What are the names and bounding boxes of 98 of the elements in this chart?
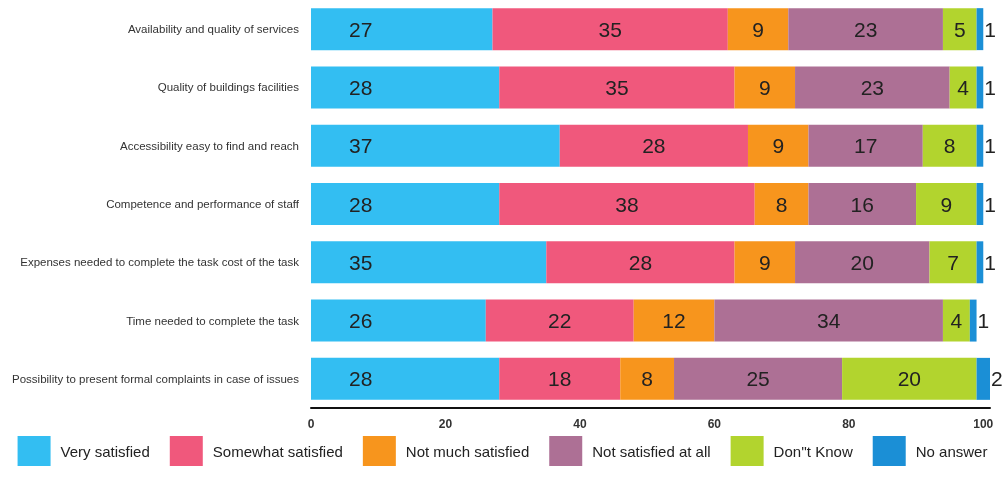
- data-label: 1: [984, 75, 996, 99]
- x-tick-label: 20: [438, 417, 453, 431]
- bar: [795, 241, 930, 284]
- data-label: 17: [853, 134, 878, 158]
- bar: [929, 241, 977, 284]
- y-tick-label: Time needed to complete the task: [126, 314, 300, 327]
- data-label: 9: [940, 192, 953, 216]
- data-label: 16: [850, 192, 874, 216]
- data-label: 9: [772, 134, 785, 158]
- bar: [499, 183, 755, 225]
- data-label: 7: [947, 250, 959, 274]
- data-label: 35: [349, 250, 373, 274]
- bar: [754, 183, 809, 225]
- data-label: 8: [641, 367, 653, 391]
- bar: [311, 357, 500, 400]
- x-tick-label: 100: [973, 417, 994, 431]
- bar: [714, 299, 943, 342]
- data-label: 1: [984, 134, 996, 158]
- data-label: 35: [598, 17, 622, 41]
- data-label: 27: [349, 17, 373, 41]
- x-tick-label: 60: [707, 417, 722, 431]
- data-label: 9: [758, 250, 771, 274]
- legend-label: Somewhat satisfied: [212, 442, 343, 460]
- data-label: 18: [548, 367, 572, 391]
- bar: [922, 124, 977, 167]
- data-label: 26: [349, 309, 373, 333]
- bar: [949, 66, 977, 109]
- data-label: 9: [758, 75, 771, 99]
- bar: [727, 8, 789, 51]
- data-label: 9: [752, 17, 764, 41]
- y-tick-label: Competence and performance of staff: [106, 198, 300, 210]
- bar: [311, 8, 493, 51]
- legend-label: Don''t Know: [773, 442, 853, 460]
- bar: [492, 8, 728, 51]
- data-label: 4: [957, 75, 970, 99]
- bar: [747, 124, 809, 167]
- data-label: 28: [628, 250, 653, 274]
- bar: [842, 357, 977, 400]
- data-label: 23: [853, 17, 878, 41]
- data-label: 20: [850, 250, 874, 274]
- x-tick-label: 0: [307, 417, 315, 431]
- data-label: 1: [984, 17, 996, 41]
- data-label: 28: [349, 75, 373, 99]
- data-label: 4: [950, 309, 963, 333]
- bar: [969, 299, 977, 342]
- bar: [546, 241, 735, 284]
- bar: [916, 183, 977, 225]
- data-label: 28: [349, 367, 373, 391]
- data-label: 1: [984, 250, 996, 274]
- bar: [942, 8, 977, 51]
- data-label: 28: [349, 192, 373, 216]
- data-label: 25: [746, 367, 770, 391]
- legend-label: Not satisfied at all: [592, 442, 711, 460]
- bar: [674, 357, 843, 400]
- data-label: 28: [642, 134, 666, 158]
- bar: [311, 66, 500, 109]
- bar: [734, 66, 796, 109]
- data-label: 38: [615, 192, 639, 216]
- bar: [499, 66, 735, 109]
- y-tick-label: Quality of buildings facilities: [157, 81, 300, 94]
- y-tick-label: Availability and quality of services: [127, 23, 300, 36]
- data-label: 20: [897, 367, 922, 391]
- y-tick-label: Possibility to present formal complaints in case of issues: [12, 372, 300, 385]
- bar: [976, 357, 990, 400]
- data-label: 35: [605, 75, 629, 99]
- data-label: 8: [775, 192, 788, 216]
- data-label: 1: [977, 309, 990, 333]
- data-label: 37: [349, 134, 373, 158]
- x-tick-label: 40: [573, 417, 587, 431]
- data-label: 23: [860, 75, 885, 99]
- bar: [559, 124, 748, 167]
- y-tick-label: Accessibility easy to find and reach: [120, 139, 299, 152]
- data-label: 34: [816, 309, 841, 333]
- legend-label: No answer: [915, 442, 988, 460]
- bar: [795, 66, 950, 109]
- bar: [311, 299, 486, 342]
- bar: [808, 124, 923, 167]
- bar: [788, 8, 943, 51]
- bar: [633, 299, 715, 342]
- bar: [311, 241, 547, 284]
- data-label: 2: [991, 367, 1003, 391]
- bar: [311, 183, 500, 225]
- bar: [620, 357, 675, 400]
- y-tick-label: Expenses needed to complete the task cost of the task: [20, 256, 300, 269]
- data-label: 22: [548, 309, 572, 333]
- data-label: 12: [662, 309, 686, 333]
- bar: [311, 124, 560, 167]
- data-label: 8: [943, 134, 956, 158]
- bar: [942, 299, 970, 342]
- legend-label: Not much satisfied: [405, 442, 530, 460]
- x-tick-label: 80: [842, 417, 856, 431]
- data-label: 5: [953, 17, 966, 41]
- data-label: 1: [984, 192, 996, 216]
- bar: [485, 299, 634, 342]
- bar: [808, 183, 917, 225]
- bar: [499, 357, 621, 400]
- bar: [734, 241, 796, 284]
- legend-label: Very satisfied: [60, 442, 150, 460]
